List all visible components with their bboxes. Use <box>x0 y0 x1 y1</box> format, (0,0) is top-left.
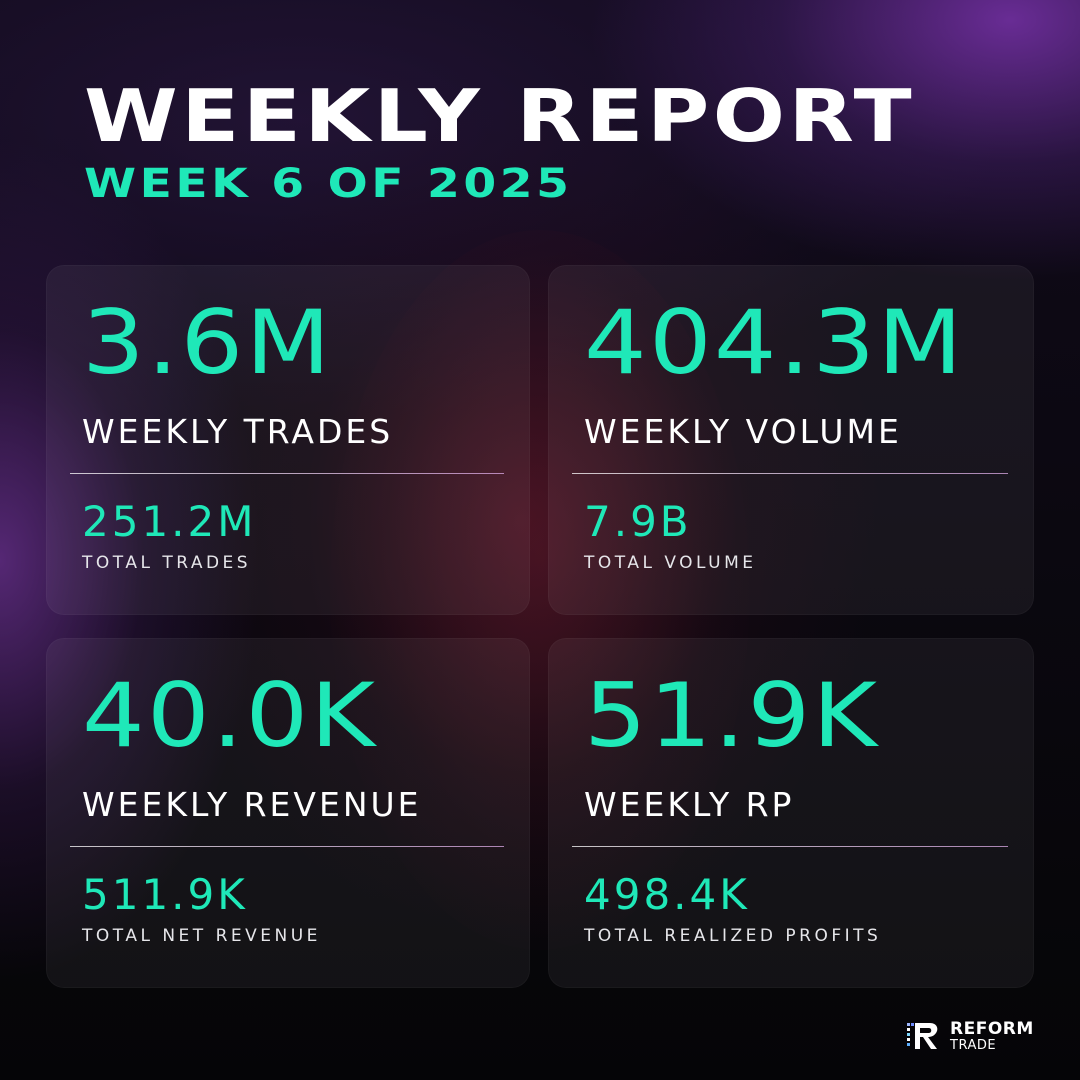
weekly-label: WEEKLY VOLUME <box>584 412 902 451</box>
total-value: 251.2M <box>82 497 257 546</box>
weekly-value: 51.9K <box>584 664 880 767</box>
weekly-label: WEEKLY REVENUE <box>82 785 422 824</box>
divider <box>70 846 504 847</box>
weekly-label: WEEKLY RP <box>584 785 795 824</box>
page-subtitle: WEEK 6 OF 2025 <box>84 161 573 207</box>
total-value: 7.9B <box>584 497 692 546</box>
weekly-value: 40.0K <box>82 664 378 767</box>
weekly-value: 404.3M <box>584 291 965 394</box>
stat-card-rp: 51.9K WEEKLY RP 498.4K TOTAL REALIZED PR… <box>548 638 1034 988</box>
reform-logo-icon <box>907 1023 938 1049</box>
brand-sub: TRADE <box>950 1037 997 1053</box>
brand-logo: REFORM TRADE <box>906 1018 1046 1054</box>
page-title: WEEKLY REPORT <box>84 74 916 158</box>
divider <box>70 473 504 474</box>
weekly-value: 3.6M <box>82 291 333 394</box>
divider <box>572 846 1008 847</box>
weekly-label: WEEKLY TRADES <box>82 412 394 451</box>
background-artwork <box>330 230 750 950</box>
total-label: TOTAL TRADES <box>82 553 252 573</box>
stat-card-trades: 3.6M WEEKLY TRADES 251.2M TOTAL TRADES <box>46 265 530 615</box>
divider <box>572 473 1008 474</box>
total-label: TOTAL VOLUME <box>584 553 757 573</box>
stat-card-volume: 404.3M WEEKLY VOLUME 7.9B TOTAL VOLUME <box>548 265 1034 615</box>
stat-card-revenue: 40.0K WEEKLY REVENUE 511.9K TOTAL NET RE… <box>46 638 530 988</box>
total-label: TOTAL NET REVENUE <box>82 926 321 946</box>
total-value: 498.4K <box>584 870 750 919</box>
total-value: 511.9K <box>82 870 248 919</box>
brand-name: REFORM <box>950 1018 1034 1039</box>
total-label: TOTAL REALIZED PROFITS <box>584 926 882 946</box>
